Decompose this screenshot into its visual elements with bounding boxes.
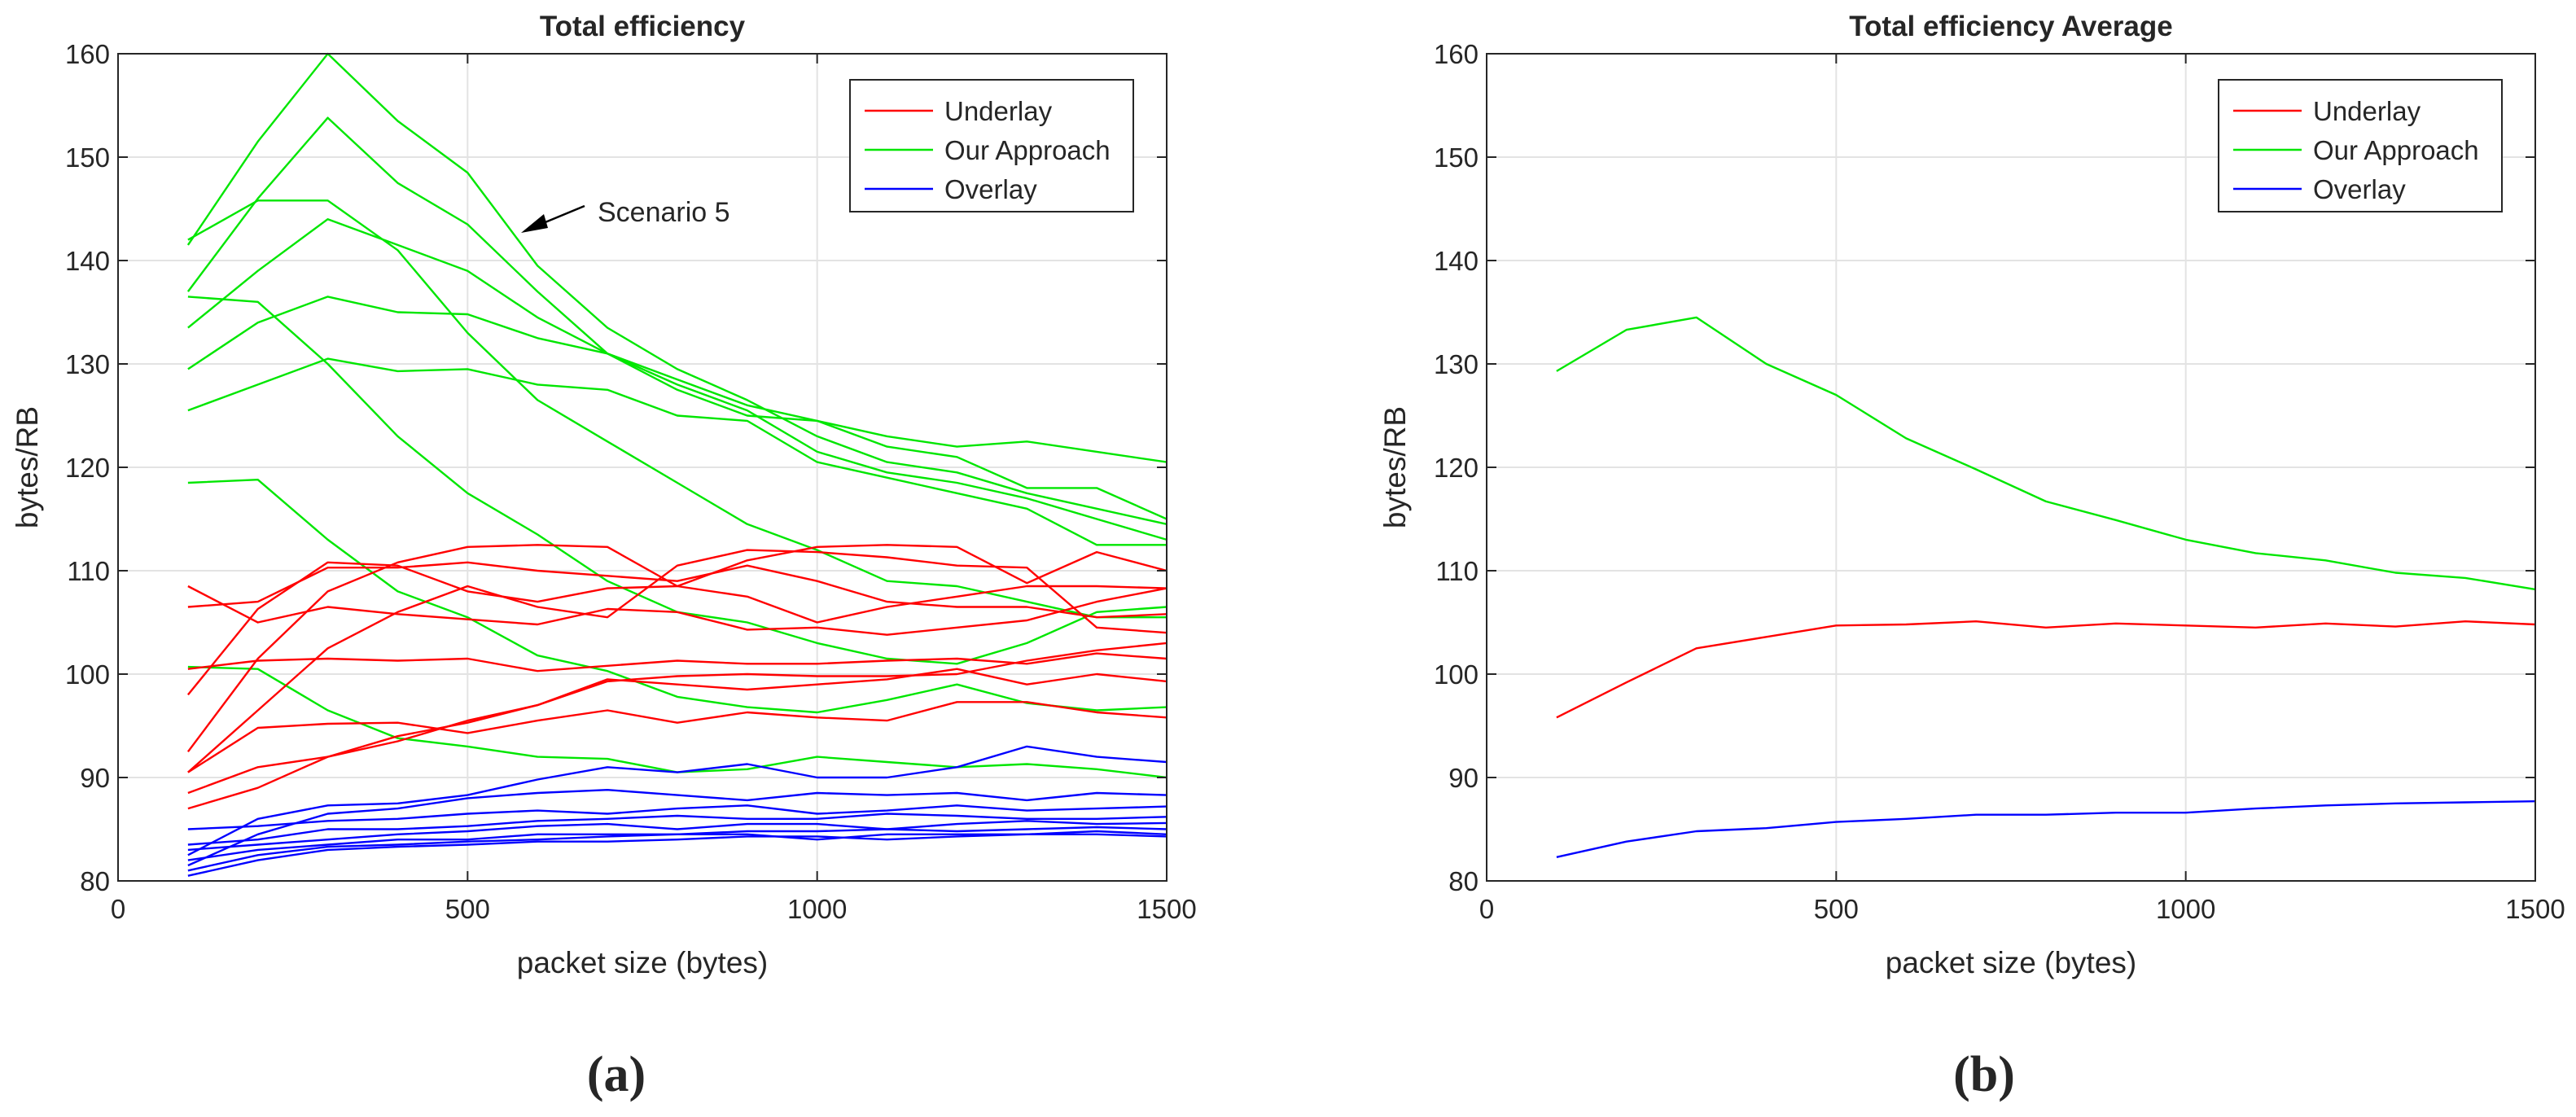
y-tick-label: 120 — [1434, 453, 1479, 483]
panel-label-a: (a) — [587, 1047, 646, 1102]
y-tick-label: 80 — [1448, 866, 1479, 896]
axis-ticks: 0 500 1000 1500 80 90 100 110 120 130 140 150 160 — [65, 39, 1197, 924]
y-tick-label: 140 — [65, 246, 110, 276]
panel-label-b: (b) — [1953, 1047, 2015, 1102]
series-line-underlay — [187, 701, 1168, 773]
y-tick-label: 90 — [80, 763, 110, 793]
legend: Underlay Our Approach Overlay — [2218, 79, 2503, 212]
legend-label-underlay: Underlay — [2313, 96, 2421, 126]
series-line-underlay — [187, 668, 1168, 795]
series-line-underlay — [187, 642, 1168, 810]
y-tick-label: 150 — [1434, 142, 1479, 173]
x-tick-label: 500 — [445, 894, 490, 924]
annotation-arrow-head — [521, 214, 548, 233]
series-line-our-approach — [1556, 316, 2536, 591]
y-tick-label: 120 — [65, 453, 110, 483]
y-tick-label: 100 — [1434, 659, 1479, 690]
x-tick-label: 0 — [1479, 894, 1494, 924]
series-line-overlay — [1556, 800, 2536, 858]
legend-label-overlay: Overlay — [2313, 174, 2406, 204]
series-line-underlay — [187, 652, 1168, 672]
series-line-our-approach — [187, 296, 1168, 463]
y-axis-label: bytes/RB — [11, 406, 44, 528]
annotation-layer: Scenario 5 — [521, 197, 730, 233]
legend-label-our-approach: Our Approach — [944, 135, 1111, 165]
series-line-underlay — [1556, 620, 2536, 719]
x-axis-label: packet size (bytes) — [1886, 946, 2136, 979]
y-tick-label: 160 — [65, 39, 110, 69]
chart-title: Total efficiency — [540, 11, 746, 42]
legend-label-underlay: Underlay — [944, 96, 1053, 126]
y-tick-label: 110 — [1435, 556, 1479, 586]
series-layer — [1556, 316, 2536, 858]
series-line-underlay — [187, 549, 1168, 773]
y-tick-label: 140 — [1434, 246, 1479, 276]
series-line-overlay — [187, 745, 1168, 856]
y-tick-label: 130 — [65, 349, 110, 379]
x-tick-label: 1000 — [2156, 894, 2215, 924]
chart-panel-b: 0 500 1000 1500 80 90 100 110 120 130 140 150 160 To… — [1378, 11, 2565, 1102]
x-tick-label: 1500 — [2505, 894, 2565, 924]
series-line-our-approach — [186, 116, 1168, 520]
series-line-overlay — [187, 820, 1168, 852]
axis-ticks: 0 500 1000 1500 80 90 100 110 120 130 140 150 160 — [1434, 39, 2565, 924]
series-line-overlay — [187, 789, 1168, 867]
series-line-our-approach — [187, 479, 1168, 714]
x-tick-label: 1000 — [787, 894, 847, 924]
legend-label-our-approach: Our Approach — [2313, 135, 2479, 165]
x-tick-label: 1500 — [1137, 894, 1196, 924]
chart-title: Total efficiency Average — [1849, 11, 2172, 42]
series-line-overlay — [187, 833, 1168, 877]
legend: Underlay Our Approach Overlay — [849, 79, 1134, 212]
y-tick-label: 80 — [80, 866, 110, 896]
series-line-overlay — [187, 804, 1168, 830]
series-layer — [186, 52, 1168, 877]
legend-label-overlay: Overlay — [944, 174, 1037, 204]
y-tick-label: 160 — [1434, 39, 1479, 69]
series-line-underlay — [187, 585, 1168, 636]
y-tick-label: 130 — [1434, 349, 1479, 379]
series-line-underlay — [186, 544, 1168, 753]
series-line-overlay — [187, 813, 1168, 846]
x-axis-label: packet size (bytes) — [517, 946, 768, 979]
series-line-our-approach — [187, 218, 1168, 541]
y-tick-label: 90 — [1448, 763, 1479, 793]
series-line-underlay — [187, 561, 1168, 619]
y-tick-label: 150 — [65, 142, 110, 173]
x-tick-label: 500 — [1814, 894, 1859, 924]
x-tick-label: 0 — [111, 894, 125, 924]
annotation-label: Scenario 5 — [598, 197, 730, 228]
series-line-our-approach — [186, 52, 1168, 525]
series-line-our-approach — [187, 199, 1167, 619]
y-axis-label: bytes/RB — [1378, 406, 1412, 528]
gridlines — [1487, 54, 2535, 881]
chart-panel-a: 0 500 1000 1500 80 90 100 110 120 130 140 150 160 Sc… — [11, 11, 1197, 1102]
y-tick-label: 110 — [67, 556, 110, 586]
series-line-our-approach — [187, 357, 1167, 546]
y-tick-label: 100 — [65, 659, 110, 690]
